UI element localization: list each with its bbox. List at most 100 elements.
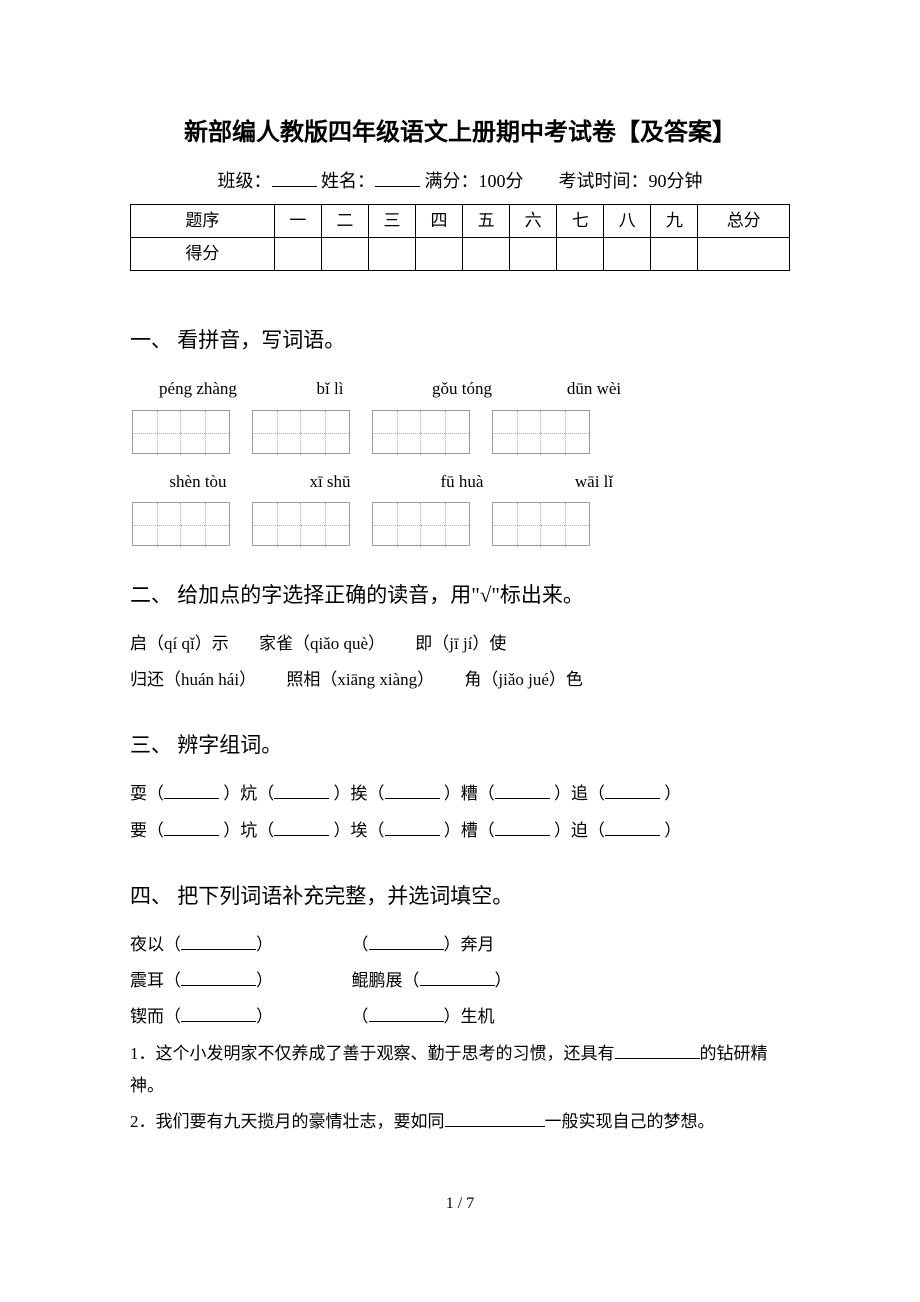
s3-frag: ）槽（ [444, 821, 495, 840]
s2-item: 照相（xiāng xiàng） [286, 670, 434, 689]
s3-frag: ） [664, 821, 681, 840]
td-blank[interactable] [368, 238, 415, 271]
s2-item: 启（qí qǐ）示 [130, 634, 229, 653]
th-3: 三 [368, 204, 415, 237]
td-blank[interactable] [557, 238, 604, 271]
th-4: 四 [416, 204, 463, 237]
td-blank[interactable] [651, 238, 698, 271]
pinyin-label: xī shū [274, 466, 386, 498]
s3-frag: ）炕（ [223, 784, 274, 803]
tianzige-row [130, 502, 790, 546]
exam-time: 考试时间：90分钟 [559, 171, 703, 191]
fill-blank[interactable] [181, 968, 256, 986]
page-footer: 1 / 7 [130, 1189, 790, 1219]
tianzige-box[interactable] [252, 410, 350, 454]
pinyin-label: fū huà [406, 466, 518, 498]
fill-blank[interactable] [605, 781, 660, 799]
td-blank[interactable] [510, 238, 557, 271]
s4-frag: ） [256, 935, 273, 954]
s3-frag: 耍（ [130, 784, 164, 803]
fill-blank[interactable] [181, 1004, 256, 1022]
td-blank[interactable] [416, 238, 463, 271]
fill-blank[interactable] [385, 818, 440, 836]
pinyin-label: péng zhàng [142, 373, 254, 405]
fill-blank[interactable] [181, 932, 256, 950]
pinyin-label: gǒu tóng [406, 373, 518, 405]
pinyin-row-1: péng zhàng bǐ lì gǒu tóng dūn wèi [130, 373, 790, 405]
s2-line-1: 启（qí qǐ）示 家雀（qiǎo què） 即（jī jí）使 [130, 628, 790, 660]
section-4-heading: 四、 把下列词语补充完整，并选词填空。 [130, 877, 790, 917]
fill-blank[interactable] [164, 818, 219, 836]
s3-line-1: 耍（ ）炕（ ）挨（ ）糟（ ）追（ ） [130, 778, 790, 810]
s4-q2-text: 2．我们要有九天揽月的豪情壮志，要如同 [130, 1112, 445, 1131]
pinyin-label: bǐ lì [274, 373, 386, 405]
table-row: 得分 [131, 238, 790, 271]
fill-blank[interactable] [605, 818, 660, 836]
table-row: 题序 一 二 三 四 五 六 七 八 九 总分 [131, 204, 790, 237]
s4-frag: ）奔月 [444, 935, 495, 954]
tianzige-box[interactable] [372, 502, 470, 546]
td-blank[interactable] [274, 238, 321, 271]
section-2-heading: 二、 给加点的字选择正确的读音，用"√"标出来。 [130, 576, 790, 616]
s3-frag: ） [664, 784, 681, 803]
fill-blank[interactable] [420, 968, 495, 986]
td-blank[interactable] [698, 238, 790, 271]
td-blank[interactable] [463, 238, 510, 271]
name-label: 姓名： [321, 171, 375, 191]
s4-frag: 震耳（ [130, 971, 181, 990]
s4-frag: 锲而（ [130, 1007, 181, 1026]
s4-frag: 夜以（ [130, 935, 181, 954]
class-blank[interactable] [272, 167, 317, 187]
s4-frag: 鲲鹏展（ [352, 971, 420, 990]
s2-item: 角（jiǎo jué）色 [464, 670, 583, 689]
fill-blank[interactable] [495, 818, 550, 836]
s3-frag: ）坑（ [223, 821, 274, 840]
fill-blank[interactable] [495, 781, 550, 799]
tianzige-box[interactable] [492, 410, 590, 454]
s2-item: 归还（huán hái） [130, 670, 256, 689]
th-5: 五 [463, 204, 510, 237]
s3-frag: ）迫（ [554, 821, 605, 840]
fill-blank[interactable] [369, 932, 444, 950]
fill-blank[interactable] [164, 781, 219, 799]
td-blank[interactable] [321, 238, 368, 271]
pinyin-label: dūn wèi [538, 373, 650, 405]
tianzige-box[interactable] [252, 502, 350, 546]
meta-line: 班级： 姓名： 满分：100分 考试时间：90分钟 [130, 164, 790, 198]
s2-line-2: 归还（huán hái） 照相（xiāng xiàng） 角（jiǎo jué）… [130, 664, 790, 696]
s4-q2: 2．我们要有九天揽月的豪情壮志，要如同一般实现自己的梦想。 [130, 1106, 790, 1138]
s3-frag: ）糟（ [444, 784, 495, 803]
name-blank[interactable] [375, 167, 420, 187]
th-8: 八 [604, 204, 651, 237]
th-7: 七 [557, 204, 604, 237]
fill-blank[interactable] [369, 1004, 444, 1022]
tianzige-box[interactable] [372, 410, 470, 454]
page-title: 新部编人教版四年级语文上册期中考试卷【及答案】 [130, 110, 790, 156]
full-score: 满分：100分 [425, 171, 524, 191]
td-score-label: 得分 [131, 238, 275, 271]
s4-frag: ） [256, 971, 273, 990]
tianzige-row [130, 410, 790, 454]
fill-blank[interactable] [385, 781, 440, 799]
tianzige-box[interactable] [132, 502, 230, 546]
s4-frag: ）生机 [444, 1007, 495, 1026]
s3-frag: ）追（ [554, 784, 605, 803]
fill-blank[interactable] [274, 818, 329, 836]
s4-frag: （ [352, 935, 369, 954]
fill-blank[interactable] [445, 1109, 545, 1127]
s4-q1: 1．这个小发明家不仅养成了善于观察、勤于思考的习惯，还具有的钻研精神。 [130, 1038, 790, 1103]
tianzige-box[interactable] [492, 502, 590, 546]
section-1-heading: 一、 看拼音，写词语。 [130, 321, 790, 361]
fill-blank[interactable] [274, 781, 329, 799]
th-9: 九 [651, 204, 698, 237]
section-3-heading: 三、 辨字组词。 [130, 726, 790, 766]
th-total: 总分 [698, 204, 790, 237]
th-seq: 题序 [131, 204, 275, 237]
s4-q1-text: 1．这个小发明家不仅养成了善于观察、勤于思考的习惯，还具有 [130, 1044, 615, 1063]
td-blank[interactable] [604, 238, 651, 271]
fill-blank[interactable] [615, 1041, 700, 1059]
score-table: 题序 一 二 三 四 五 六 七 八 九 总分 得分 [130, 204, 790, 272]
s4-frag: ） [495, 971, 512, 990]
s2-item: 家雀（qiǎo què） [259, 634, 385, 653]
tianzige-box[interactable] [132, 410, 230, 454]
